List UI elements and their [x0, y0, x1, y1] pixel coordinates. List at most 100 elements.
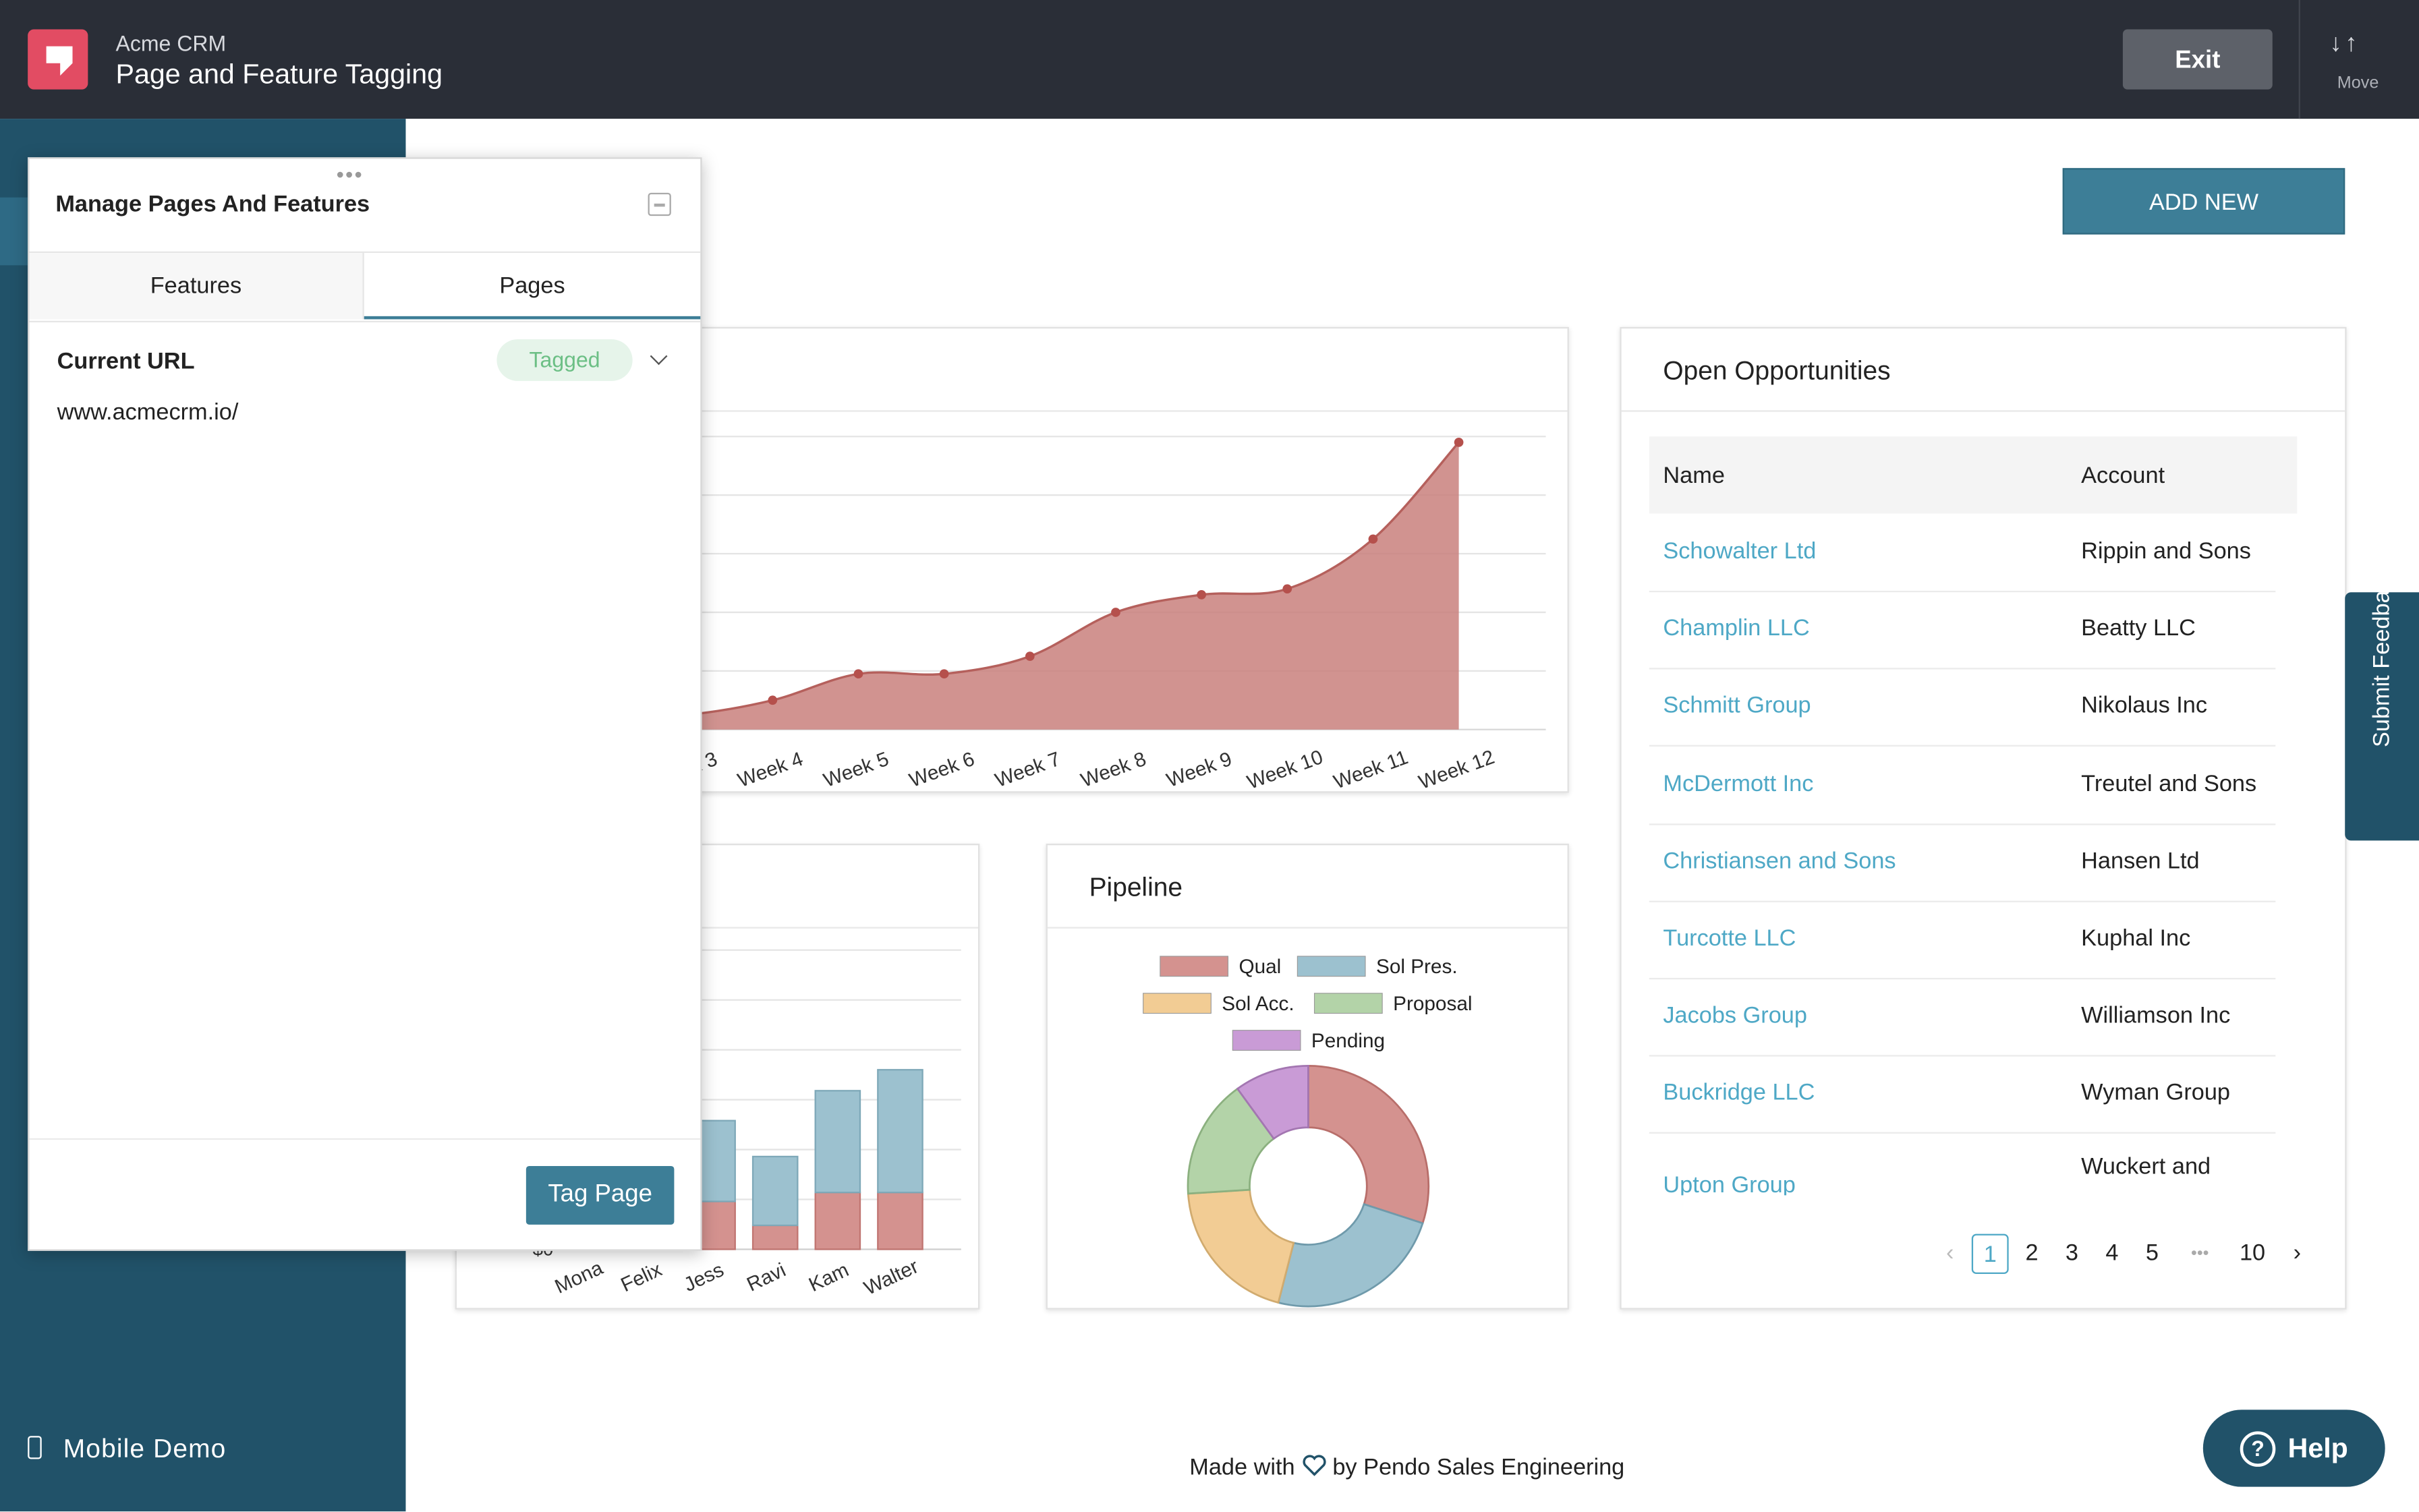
- data-point[interactable]: [768, 695, 778, 705]
- account-name: Kuphal Inc: [2081, 925, 2191, 952]
- move-arrows-icon[interactable]: ↓↑: [2329, 30, 2361, 57]
- legend-label: Proposal: [1393, 993, 1472, 1015]
- x-tick-label: Week 6: [907, 748, 977, 792]
- x-tick-label: Week 7: [992, 748, 1063, 792]
- x-tick-label: Week 11: [1331, 746, 1411, 793]
- account-name: Wyman Group: [2081, 1080, 2231, 1107]
- x-tick-label: Jess: [681, 1258, 727, 1296]
- legend-swatch: [1232, 1030, 1301, 1051]
- legend-label: Sol Pres.: [1376, 956, 1458, 978]
- table-row: Christiansen and Sons Hansen Ltd: [1649, 823, 2276, 902]
- bar-segment[interactable]: [751, 1155, 799, 1227]
- bar-segment[interactable]: [814, 1192, 861, 1250]
- x-tick-label: Mona: [552, 1256, 607, 1298]
- tool-title: Page and Feature Tagging: [115, 58, 443, 90]
- mobile-demo-link[interactable]: Mobile Demo: [28, 1434, 226, 1465]
- current-url-label: Current URL: [57, 348, 195, 375]
- data-point[interactable]: [853, 669, 863, 679]
- opportunity-name-link[interactable]: Buckridge LLC: [1663, 1080, 1815, 1107]
- pie-slice[interactable]: [1236, 1064, 1309, 1140]
- pie-slice[interactable]: [1187, 1087, 1276, 1195]
- prev-page-button[interactable]: ‹: [1946, 1240, 1954, 1267]
- card-title: Pipeline: [1089, 873, 1183, 902]
- top-bar: Acme CRM Page and Feature Tagging Exit ↓…: [0, 0, 2419, 119]
- mobile-demo-label: Mobile Demo: [63, 1434, 227, 1464]
- x-tick-label: Ravi: [743, 1259, 789, 1296]
- account-name: Beatty LLC: [2081, 615, 2196, 642]
- heart-icon: [1302, 1455, 1326, 1476]
- opportunity-name-link[interactable]: Schmitt Group: [1663, 693, 1811, 720]
- card-title: Open Opportunities: [1663, 356, 1891, 386]
- card-header: [456, 328, 1568, 412]
- x-tick-label: Week 4: [735, 748, 805, 792]
- chevron-down-icon[interactable]: [650, 347, 668, 366]
- x-tick-label: Kam: [805, 1258, 852, 1296]
- tag-page-button[interactable]: Tag Page: [525, 1165, 675, 1225]
- opportunity-name-link[interactable]: Upton Group: [1663, 1171, 1796, 1195]
- pipeline-chart-card: Pipeline Qual Sol Pres. Sol Acc. Proposal Pe…: [1046, 843, 1569, 1310]
- area-fill: [515, 442, 1459, 730]
- next-page-button[interactable]: ›: [2293, 1240, 2302, 1267]
- opportunity-name-link[interactable]: Christiansen and Sons: [1663, 848, 1896, 875]
- minimize-icon[interactable]: [648, 192, 671, 216]
- tab-pages[interactable]: Pages: [364, 253, 701, 320]
- drag-handle-icon[interactable]: •••: [336, 162, 364, 187]
- bar-segment[interactable]: [814, 1090, 861, 1194]
- data-point[interactable]: [1197, 590, 1206, 600]
- account-name: Hansen Ltd: [2081, 848, 2200, 875]
- column-header-account: Account: [2081, 463, 2165, 489]
- x-tick-label: Walter: [861, 1255, 922, 1300]
- card-header: Pipeline: [1047, 845, 1568, 929]
- page-2-button[interactable]: 2: [2025, 1240, 2039, 1267]
- bar-segment[interactable]: [877, 1192, 923, 1250]
- move-label[interactable]: Move: [2337, 74, 2379, 93]
- data-point[interactable]: [1111, 608, 1120, 617]
- data-point[interactable]: [1368, 534, 1378, 544]
- page-1-button[interactable]: 1: [1971, 1233, 2009, 1275]
- legend-swatch: [1297, 956, 1366, 977]
- pie-slice[interactable]: [1187, 1188, 1295, 1304]
- submit-feedback-tab[interactable]: Submit Feedback: [2345, 567, 2419, 841]
- tab-features[interactable]: Features: [29, 253, 364, 320]
- bar-segment[interactable]: [751, 1224, 799, 1250]
- table-row: Turcotte LLC Kuphal Inc: [1649, 901, 2276, 980]
- page-3-button[interactable]: 3: [2065, 1240, 2078, 1267]
- opportunity-name-link[interactable]: Champlin LLC: [1663, 615, 1810, 642]
- opportunity-name-link[interactable]: McDermott Inc: [1663, 770, 1814, 797]
- table-row: Schmitt Group Nikolaus Inc: [1649, 668, 2276, 747]
- help-button[interactable]: ? Help: [2202, 1409, 2385, 1487]
- footer-text-after: by Pendo Sales Engineering: [1332, 1454, 1625, 1481]
- table-row: McDermott Inc Treutel and Sons: [1649, 746, 2276, 825]
- page-4-button[interactable]: 4: [2105, 1240, 2119, 1267]
- opportunity-name-link[interactable]: Turcotte LLC: [1663, 925, 1796, 952]
- page-5-button[interactable]: 5: [2145, 1240, 2159, 1267]
- bar-segment[interactable]: [877, 1069, 923, 1194]
- legend-label: Qual: [1239, 956, 1281, 978]
- account-name: Nikolaus Inc: [2081, 693, 2208, 720]
- x-tick-label: Week 10: [1245, 746, 1326, 794]
- table-row: Buckridge LLC Wyman Group: [1649, 1055, 2276, 1134]
- data-point[interactable]: [939, 669, 949, 679]
- opportunity-name-link[interactable]: Jacobs Group: [1663, 1002, 1807, 1029]
- data-point[interactable]: [1454, 438, 1464, 447]
- footer: Made with by Pendo Sales Engineering: [1189, 1455, 1624, 1481]
- table-row: Jacobs Group Williamson Inc: [1649, 978, 2276, 1057]
- pagination-ellipsis[interactable]: •••: [2191, 1244, 2209, 1264]
- pendo-logo-icon: [28, 29, 88, 90]
- pie-slice[interactable]: [1307, 1064, 1430, 1225]
- footer-text-before: Made with: [1189, 1454, 1295, 1481]
- page-10-button[interactable]: 10: [2239, 1240, 2266, 1267]
- mobile-phone-icon: [28, 1436, 42, 1459]
- legend-label: Pending: [1311, 1030, 1385, 1052]
- add-new-button[interactable]: ADD NEW: [2062, 168, 2345, 235]
- panel-tabs: Features Pages: [29, 251, 701, 322]
- pipeline-donut-chart: Qual Sol Pres. Sol Acc. Proposal Pending: [1143, 956, 1472, 1308]
- data-point[interactable]: [1282, 584, 1292, 594]
- legend-label: Sol Acc.: [1222, 993, 1294, 1015]
- pie-slice[interactable]: [1277, 1202, 1424, 1308]
- opportunity-name-link[interactable]: Schowalter Ltd: [1663, 538, 1817, 565]
- column-header-name: Name: [1663, 463, 1725, 489]
- exit-button[interactable]: Exit: [2122, 29, 2273, 90]
- data-point[interactable]: [1025, 651, 1035, 661]
